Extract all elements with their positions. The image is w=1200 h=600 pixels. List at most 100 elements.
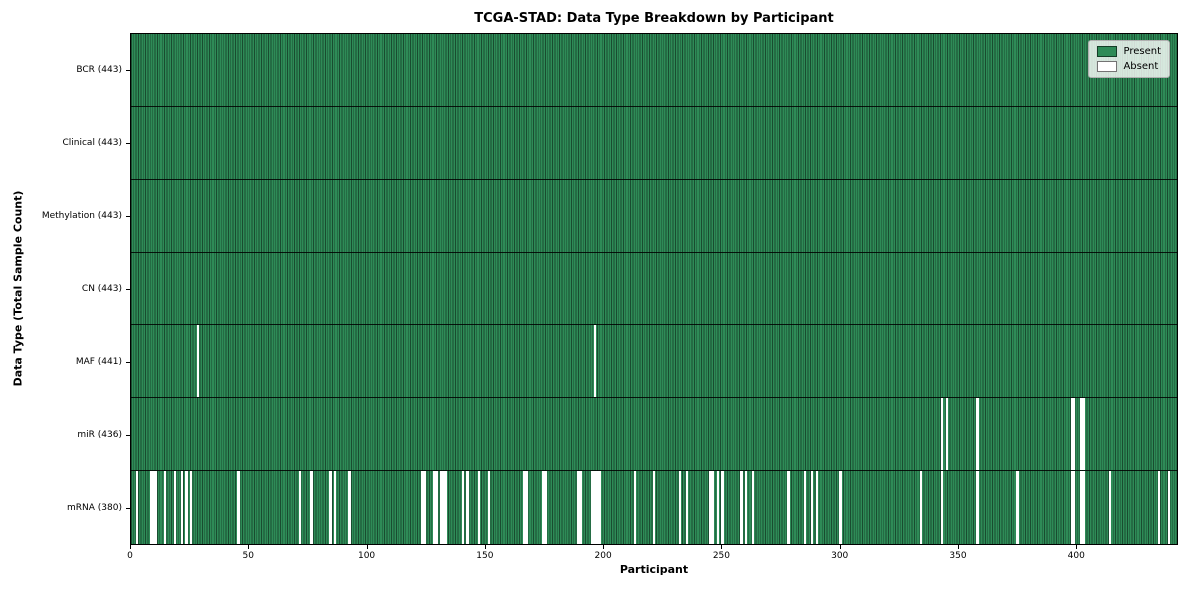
x-tick-label-150: 150 (476, 551, 494, 561)
absent-cell (940, 398, 944, 471)
y-tick-mark (126, 289, 130, 290)
absent-cell (751, 471, 755, 544)
absent-cell (525, 471, 528, 544)
x-tick-mark (957, 545, 959, 549)
absent-cell (435, 471, 438, 544)
absent-cell (652, 471, 656, 544)
absent-cell (945, 398, 948, 471)
y-tick-label-bcr: BCR (443) (76, 64, 122, 75)
absent-cell (1070, 471, 1074, 544)
absent-cell (976, 398, 979, 471)
absent-cell (522, 471, 526, 544)
absent-cell (149, 471, 153, 544)
absent-cell (466, 471, 469, 544)
absent-cell (1167, 471, 1170, 544)
absent-cell (190, 471, 193, 544)
absent-cell (711, 471, 715, 544)
absent-cell (1082, 471, 1085, 544)
absent-cell (487, 471, 490, 544)
present-swatch (1097, 46, 1118, 57)
absent-cell (1080, 471, 1083, 544)
absent-cell (740, 471, 743, 544)
absent-cell (154, 471, 157, 544)
y-tick-label-clinical: Clinical (443) (62, 137, 122, 148)
absent-cell (1070, 398, 1074, 471)
x-tick-label-0: 0 (127, 551, 133, 561)
absent-cell (173, 471, 176, 544)
y-tick-mark (126, 362, 130, 364)
absent-cell (423, 471, 427, 544)
absent-cell (348, 471, 351, 544)
y-tick-label-mrna: mRNA (380) (67, 503, 122, 514)
absent-cell (334, 471, 337, 544)
absent-swatch (1097, 61, 1118, 72)
absent-cell (976, 471, 979, 544)
row-cn (131, 252, 1177, 326)
absent-cell (787, 471, 790, 544)
absent-cell (135, 471, 139, 544)
absent-cell (1016, 471, 1019, 544)
absent-cell (445, 471, 448, 544)
x-tick-mark (130, 545, 131, 549)
y-tick-label-mir: miR (436) (77, 430, 122, 441)
x-tick-mark (484, 545, 486, 549)
x-tick-label-300: 300 (831, 551, 849, 561)
absent-cell (1073, 471, 1076, 544)
row-bcr (131, 34, 1177, 107)
absent-cell (744, 471, 748, 544)
absent-cell (633, 471, 637, 544)
x-tick-label-200: 200 (594, 551, 612, 561)
absent-cell (685, 471, 689, 544)
legend-item-present: Present (1097, 46, 1161, 57)
row-methylation (131, 179, 1177, 253)
absent-cell (940, 471, 944, 544)
y-tick-mark (126, 69, 130, 71)
absent-cell (152, 471, 155, 544)
absent-cell (591, 471, 594, 544)
absent-cell (593, 471, 597, 544)
absent-cell (919, 471, 922, 544)
absent-cell (721, 471, 724, 544)
y-tick-label-cn: CN (443) (81, 284, 122, 294)
x-tick-label-250: 250 (712, 551, 731, 561)
absent-cell (421, 471, 424, 544)
x-tick-label-50: 50 (242, 551, 254, 561)
x-tick-label-100: 100 (357, 551, 376, 561)
plot-area: Present Absent (130, 33, 1178, 545)
absent-cell (197, 325, 200, 398)
absent-cell (1108, 471, 1111, 544)
absent-cell (461, 471, 464, 544)
absent-cell (815, 471, 819, 544)
chart-title: TCGA-STAD: Data Type Breakdown by Partic… (474, 11, 834, 26)
legend-item-absent: Absent (1097, 61, 1161, 72)
absent-cell (433, 471, 436, 544)
x-tick-label-400: 400 (1067, 551, 1085, 561)
absent-cell (478, 471, 481, 544)
absent-cell (440, 471, 443, 544)
absent-cell (544, 471, 547, 544)
row-clinical (131, 106, 1177, 180)
absent-cell (1158, 471, 1161, 544)
legend-absent-label: Absent (1123, 61, 1159, 72)
absent-cell (596, 471, 599, 544)
absent-cell (1080, 398, 1083, 471)
absent-cell (310, 471, 313, 544)
y-tick-mark (126, 435, 130, 437)
absent-cell (709, 471, 712, 544)
absent-cell (442, 471, 446, 544)
absent-cell (1082, 398, 1085, 471)
legend-present-label: Present (1123, 46, 1161, 57)
row-mir (131, 398, 1177, 472)
y-tick-mark (126, 215, 130, 217)
row-maf (131, 325, 1177, 399)
absent-cell (541, 471, 545, 544)
absent-cell (180, 471, 183, 544)
absent-cell (185, 471, 188, 544)
x-tick-label-350: 350 (949, 551, 967, 561)
x-tick-mark (839, 545, 841, 549)
absent-cell (577, 471, 580, 544)
absent-cell (164, 471, 167, 544)
x-tick-mark (721, 545, 723, 549)
absent-cell (237, 471, 240, 544)
absent-cell (803, 471, 807, 544)
